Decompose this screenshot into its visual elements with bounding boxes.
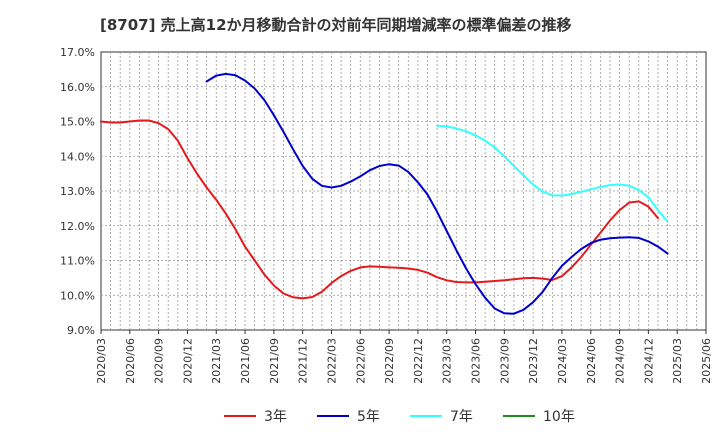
x-tick-label: 2021/09 — [268, 338, 281, 384]
legend-swatch-3y — [224, 415, 256, 417]
x-tick-label: 2020/06 — [124, 338, 137, 384]
x-tick-label: 2021/12 — [297, 338, 310, 384]
y-tick-label: 9.0% — [67, 324, 95, 337]
legend-label-7y: 7年 — [450, 409, 473, 425]
legend-label-5y: 5年 — [357, 409, 380, 425]
x-tick-label: 2024/03 — [556, 338, 569, 384]
axes: 9.0% 10.0% 11.0% 12.0% 13.0% 14.0% 15.0% 16.0% 1… — [60, 46, 713, 384]
plot-area — [100, 51, 707, 331]
x-tick-label: 2022/12 — [412, 338, 425, 384]
legend: 3年 5年 7年 10年 — [0, 404, 720, 428]
x-tick-label: 2025/03 — [671, 338, 684, 384]
legend-label-10y: 10年 — [543, 409, 575, 425]
chart-title: [8707] 売上高12か月移動合計の対前年同期増減率の標準偏差の推移 — [100, 16, 572, 34]
x-tick-label: 2023/09 — [498, 338, 511, 384]
x-tick-label: 2022/06 — [354, 338, 367, 384]
x-tick-label: 2022/03 — [325, 338, 338, 384]
legend-item-7y: 7年 — [410, 404, 473, 428]
x-tick-label: 2023/03 — [441, 338, 454, 384]
x-tick-label: 2023/06 — [470, 338, 483, 384]
x-tick-label: 2022/09 — [383, 338, 396, 384]
legend-item-3y: 3年 — [224, 404, 287, 428]
y-tick-label: 12.0% — [60, 220, 95, 233]
x-tick-label: 2020/03 — [95, 338, 108, 384]
x-tick-label: 2021/06 — [239, 338, 252, 384]
series-line-2 — [436, 124, 669, 223]
series-line-0 — [100, 119, 659, 300]
x-tick-label: 2020/09 — [153, 338, 166, 384]
series-line-1 — [205, 72, 669, 315]
y-tick-label: 16.0% — [60, 81, 95, 94]
y-tick-label: 17.0% — [60, 46, 95, 59]
x-tick-label: 2025/06 — [700, 338, 713, 384]
x-tick-label: 2024/09 — [614, 338, 627, 384]
x-tick-label: 2024/06 — [585, 338, 598, 384]
y-tick-label: 10.0% — [60, 289, 95, 302]
legend-swatch-10y — [503, 415, 535, 417]
x-tick-label: 2021/03 — [210, 338, 223, 384]
legend-label-3y: 3年 — [264, 409, 287, 425]
y-tick-label: 13.0% — [60, 185, 95, 198]
grid — [101, 52, 706, 330]
y-tick-label: 14.0% — [60, 150, 95, 163]
legend-item-5y: 5年 — [317, 404, 380, 428]
x-tick-label: 2023/12 — [527, 338, 540, 384]
y-tick-label: 15.0% — [60, 116, 95, 129]
legend-swatch-7y — [410, 415, 442, 417]
series-lines — [100, 72, 669, 315]
y-tick-label: 11.0% — [60, 255, 95, 268]
x-tick-label: 2020/12 — [181, 338, 194, 384]
legend-item-10y: 10年 — [503, 404, 575, 428]
legend-swatch-5y — [317, 415, 349, 417]
x-tick-label: 2024/12 — [642, 338, 655, 384]
